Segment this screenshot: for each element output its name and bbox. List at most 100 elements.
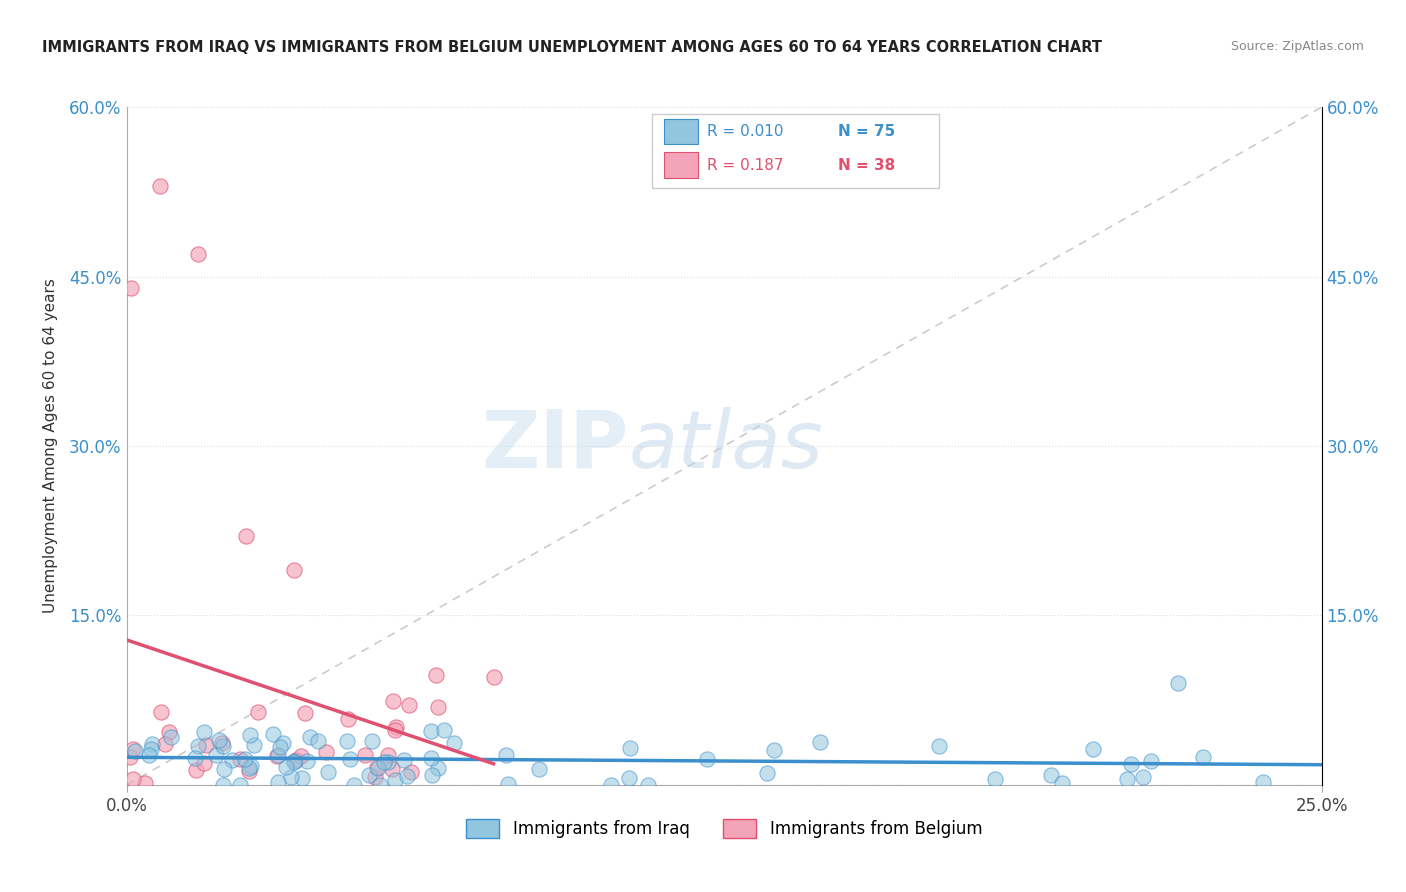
Point <box>1132 770 1154 784</box>
Text: N = 38: N = 38 <box>838 158 894 173</box>
Point <box>373 755 395 769</box>
Point <box>243 738 266 752</box>
Point <box>262 727 284 741</box>
Point <box>420 768 443 782</box>
Point <box>763 742 786 756</box>
Point <box>295 754 318 768</box>
Point <box>419 751 441 765</box>
Point <box>122 772 145 787</box>
Text: R = 0.187: R = 0.187 <box>707 158 785 173</box>
Point <box>280 770 302 784</box>
Point <box>150 705 173 719</box>
Point <box>120 281 142 295</box>
Point <box>367 760 389 774</box>
Point <box>928 739 950 754</box>
Point <box>283 755 305 769</box>
Point <box>284 753 307 767</box>
Point <box>495 748 517 763</box>
Point <box>384 723 406 738</box>
Point <box>366 759 388 773</box>
Legend: Immigrants from Iraq, Immigrants from Belgium: Immigrants from Iraq, Immigrants from Be… <box>460 812 988 845</box>
Point <box>335 734 357 748</box>
Point <box>138 748 160 763</box>
Point <box>153 737 176 751</box>
Point <box>212 762 235 776</box>
Bar <box>652 114 939 188</box>
Point <box>184 750 207 764</box>
Point <box>238 761 260 775</box>
Point <box>336 713 359 727</box>
Point <box>443 736 465 750</box>
Point <box>368 778 391 792</box>
Point <box>1253 775 1275 789</box>
Point <box>426 699 449 714</box>
Text: Source: ZipAtlas.com: Source: ZipAtlas.com <box>1230 40 1364 54</box>
Point <box>208 733 231 747</box>
Point <box>377 755 399 769</box>
Point <box>1139 754 1161 768</box>
Point <box>394 754 416 768</box>
Text: ZIP: ZIP <box>481 407 628 485</box>
Point <box>381 762 404 776</box>
Point <box>307 734 329 748</box>
Point <box>118 750 141 764</box>
Bar <box>664 153 697 178</box>
Point <box>229 752 252 766</box>
Point <box>269 739 291 754</box>
Point <box>1119 757 1142 772</box>
Point <box>637 778 659 792</box>
Point <box>205 748 228 763</box>
Point <box>283 754 305 768</box>
Point <box>267 775 290 789</box>
Point <box>316 764 339 779</box>
Point <box>233 752 256 766</box>
Text: R = 0.010: R = 0.010 <box>707 124 785 139</box>
Point <box>385 720 408 734</box>
Point <box>361 734 384 748</box>
Point <box>239 728 262 742</box>
Point <box>124 744 146 758</box>
Point <box>482 669 505 683</box>
Point <box>619 771 641 785</box>
Point <box>266 749 288 764</box>
Point <box>195 739 218 753</box>
Point <box>229 778 252 792</box>
Point <box>1116 772 1139 787</box>
Point <box>984 772 1007 786</box>
Point <box>427 760 450 774</box>
Y-axis label: Unemployment Among Ages 60 to 64 years: Unemployment Among Ages 60 to 64 years <box>44 278 58 614</box>
Point <box>247 706 270 720</box>
Point <box>696 752 718 766</box>
Point <box>299 730 322 744</box>
Point <box>1040 767 1063 781</box>
Point <box>398 698 420 713</box>
Point <box>157 724 180 739</box>
Point <box>315 745 337 759</box>
Point <box>810 735 832 749</box>
Point <box>1081 742 1104 756</box>
Point <box>384 772 406 787</box>
Point <box>134 775 156 789</box>
Point <box>212 739 235 753</box>
Point <box>1167 676 1189 690</box>
Point <box>619 740 641 755</box>
Point <box>377 747 399 762</box>
Point <box>357 768 380 782</box>
Point <box>600 778 623 792</box>
Point <box>193 756 215 770</box>
Point <box>339 752 361 766</box>
Point <box>290 748 312 763</box>
Text: atlas: atlas <box>628 407 824 485</box>
Point <box>187 247 209 261</box>
Point <box>139 742 162 756</box>
Point <box>160 731 183 745</box>
Point <box>343 778 366 792</box>
Point <box>382 694 405 708</box>
Point <box>221 753 243 767</box>
Point <box>399 765 422 780</box>
Point <box>1050 776 1073 790</box>
Point <box>184 763 207 777</box>
Point <box>240 758 263 772</box>
Bar <box>664 119 697 145</box>
Point <box>235 529 257 543</box>
